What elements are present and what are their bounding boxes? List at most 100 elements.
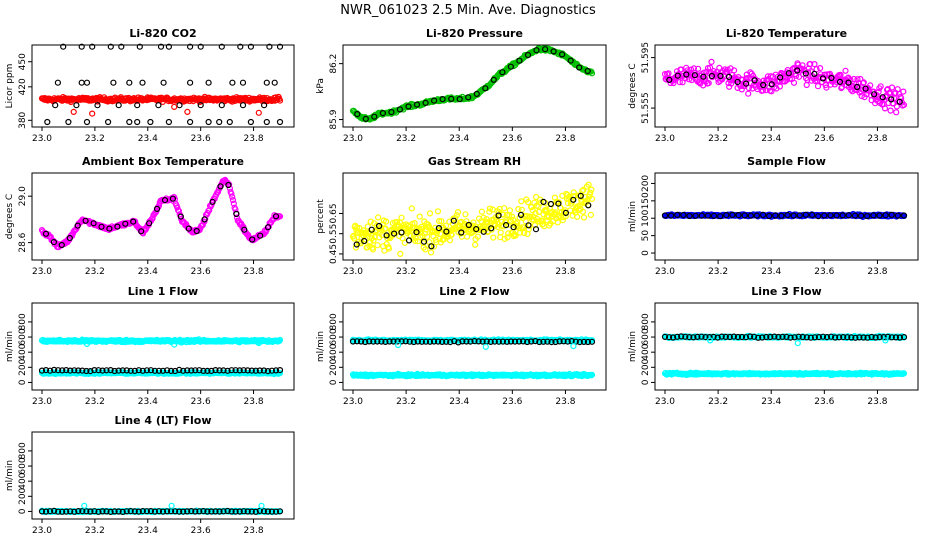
data-point	[882, 212, 889, 219]
data-point	[370, 237, 377, 244]
data-point	[439, 95, 446, 103]
data-point	[827, 212, 834, 219]
plot-frame	[31, 172, 295, 261]
data-point	[50, 366, 58, 373]
data-point	[550, 48, 557, 55]
data-point	[268, 508, 275, 515]
data-point	[126, 118, 133, 126]
x-tick-label: 23.8	[555, 397, 575, 407]
data-point	[750, 333, 758, 340]
x-tick-label: 23.8	[244, 397, 264, 407]
y-tick-label: 200	[329, 358, 339, 375]
data-point	[708, 72, 716, 80]
data-point	[374, 242, 381, 249]
data-point	[177, 213, 184, 220]
x-tick-label: 23.0	[655, 134, 675, 144]
x-tick-label: 23.6	[191, 267, 211, 277]
data-point	[205, 79, 212, 86]
data-point	[751, 77, 758, 84]
data-point	[391, 230, 398, 237]
data-point	[783, 333, 790, 340]
x-tick-label: 23.2	[85, 397, 105, 407]
y-axis-label: ml/min	[316, 331, 326, 362]
data-point	[208, 367, 215, 374]
data-point	[669, 334, 677, 341]
data-point	[193, 227, 200, 235]
data-point	[63, 508, 70, 515]
y-tick-label: 400	[18, 343, 28, 360]
data-point	[54, 79, 62, 86]
data-point	[42, 230, 50, 237]
y-tick-label: 0	[641, 379, 651, 385]
data-point	[567, 57, 574, 64]
series-reference-sample	[38, 507, 284, 515]
data-point	[114, 223, 121, 230]
data-point	[875, 88, 882, 96]
x-tick-label: 23.6	[191, 397, 211, 407]
data-point	[570, 343, 577, 350]
data-point	[228, 508, 235, 515]
data-point	[376, 222, 383, 230]
data-point	[426, 210, 434, 217]
data-point	[759, 211, 767, 218]
plot-frame	[31, 44, 295, 128]
data-point	[532, 210, 539, 217]
data-point	[463, 338, 470, 345]
data-point	[580, 214, 588, 221]
data-point	[276, 97, 284, 104]
data-point	[264, 508, 271, 515]
data-point	[560, 338, 567, 345]
data-point	[726, 76, 734, 84]
data-point	[165, 43, 172, 50]
data-point	[465, 94, 472, 101]
data-point	[46, 508, 54, 515]
data-point	[122, 220, 129, 227]
data-point	[533, 47, 540, 54]
data-point	[103, 508, 110, 515]
data-point	[512, 232, 519, 239]
data-point	[229, 79, 236, 86]
data-point	[272, 213, 280, 220]
data-point	[228, 190, 235, 197]
data-point	[796, 212, 803, 219]
data-point	[490, 76, 497, 83]
data-point	[580, 338, 588, 345]
y-tick-label: 0	[329, 379, 339, 385]
data-point	[556, 338, 563, 345]
data-point	[252, 508, 259, 515]
data-point	[218, 43, 225, 50]
data-point	[236, 367, 243, 374]
data-point	[803, 334, 810, 341]
data-point	[888, 96, 895, 103]
data-point	[741, 212, 748, 219]
data-point	[139, 508, 146, 515]
data-point	[499, 69, 506, 76]
data-point	[490, 234, 497, 241]
data-point	[728, 80, 735, 87]
data-point	[164, 508, 171, 515]
y-tick-label: 0	[641, 250, 651, 256]
data-point	[119, 367, 126, 374]
x-tick-label: 23.8	[867, 134, 887, 144]
data-point	[694, 333, 701, 340]
data-point	[584, 67, 591, 75]
y-tick-label: 200	[641, 175, 651, 192]
data-point	[857, 212, 865, 219]
data-point	[860, 79, 867, 86]
data-point	[888, 334, 895, 341]
data-point	[75, 367, 82, 374]
data-point	[252, 367, 259, 374]
data-point	[435, 225, 442, 232]
data-point	[240, 223, 247, 230]
data-point	[691, 72, 699, 79]
data-point	[161, 197, 169, 204]
data-point	[249, 236, 256, 243]
data-point	[374, 338, 381, 345]
data-point	[176, 508, 183, 515]
y-tick-label: 29.0	[18, 186, 28, 206]
series-line-3-low	[661, 369, 908, 379]
